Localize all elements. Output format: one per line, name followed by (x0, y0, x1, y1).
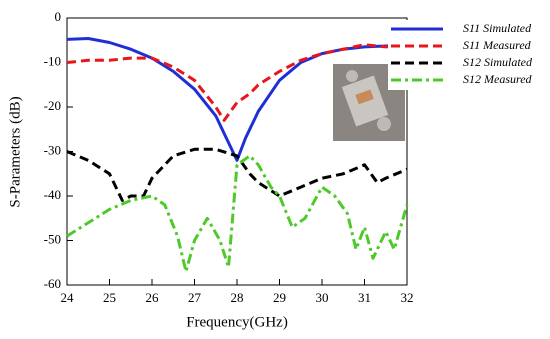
legend-label: S12 Simulated (463, 55, 533, 69)
x-tick-label: 31 (358, 290, 371, 305)
x-tick-label: 26 (146, 290, 160, 305)
y-tick-label: -60 (44, 276, 61, 291)
legend-label: S11 Simulated (463, 21, 532, 35)
y-tick-label: -40 (44, 187, 61, 202)
legend-label: S12 Measured (463, 72, 533, 86)
x-tick-label: 28 (231, 290, 244, 305)
series-line (66, 43, 408, 122)
series-line (66, 147, 408, 202)
x-tick-label: 27 (188, 290, 202, 305)
y-tick-label: -30 (44, 142, 61, 157)
x-tick-label: 24 (61, 290, 75, 305)
x-tick-label: 32 (401, 290, 414, 305)
y-tick-label: -50 (44, 231, 61, 246)
series-line (66, 154, 409, 274)
inset-photo (333, 64, 405, 141)
y-tick-label: 0 (55, 9, 62, 24)
x-tick-label: 30 (316, 290, 329, 305)
y-axis-label: S-Parameters (dB) (7, 96, 23, 207)
legend-label: S11 Measured (463, 38, 532, 52)
x-tick-label: 29 (273, 290, 286, 305)
y-tick-label: -10 (44, 53, 61, 68)
legend-box (388, 20, 538, 90)
y-tick-label: -20 (44, 98, 61, 113)
x-axis-label: Frequency(GHz) (186, 314, 288, 330)
x-tick-label: 25 (103, 290, 116, 305)
